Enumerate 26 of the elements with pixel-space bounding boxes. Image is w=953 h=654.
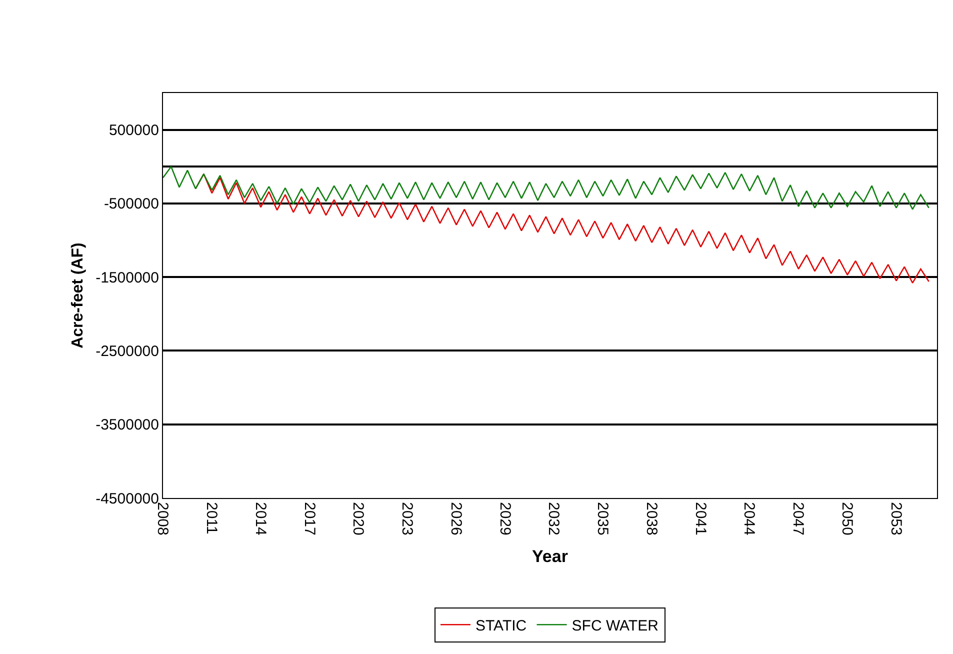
x-tick-label: 2020 <box>350 502 367 536</box>
x-axis-title: Year <box>532 546 568 566</box>
x-tick-label: 2014 <box>252 502 269 536</box>
x-tick-label: 2023 <box>398 502 416 536</box>
legend-label: SFC WATER <box>572 617 659 634</box>
y-tick-label: -3500000 <box>96 416 159 434</box>
y-axis-title: Acre-feet (AF) <box>69 242 86 348</box>
x-tick-label: 2044 <box>740 502 758 536</box>
x-tick-label: 2029 <box>496 502 514 536</box>
x-tick-label: 2047 <box>790 502 807 536</box>
x-tick-label: 2041 <box>692 502 709 536</box>
x-tick-label: 2038 <box>642 502 660 536</box>
x-tick-label: 2035 <box>594 502 612 536</box>
line-series <box>163 166 930 210</box>
x-tick-label: 2026 <box>447 502 464 536</box>
x-tick-label: 2011 <box>203 502 220 534</box>
x-tick-label: 2032 <box>545 502 562 536</box>
y-tick-label: -2500000 <box>96 342 159 360</box>
y-tick-label: -500000 <box>104 196 159 213</box>
y-tick-label: 500000 <box>108 122 159 140</box>
legend-label: STATIC <box>476 617 527 634</box>
x-tick-label: 2017 <box>300 502 318 536</box>
y-tick-label: -1500000 <box>96 269 159 286</box>
x-tick-label: 2050 <box>838 502 856 536</box>
x-tick-label: 2053 <box>887 502 904 536</box>
y-tick-label: -4500000 <box>96 490 159 508</box>
